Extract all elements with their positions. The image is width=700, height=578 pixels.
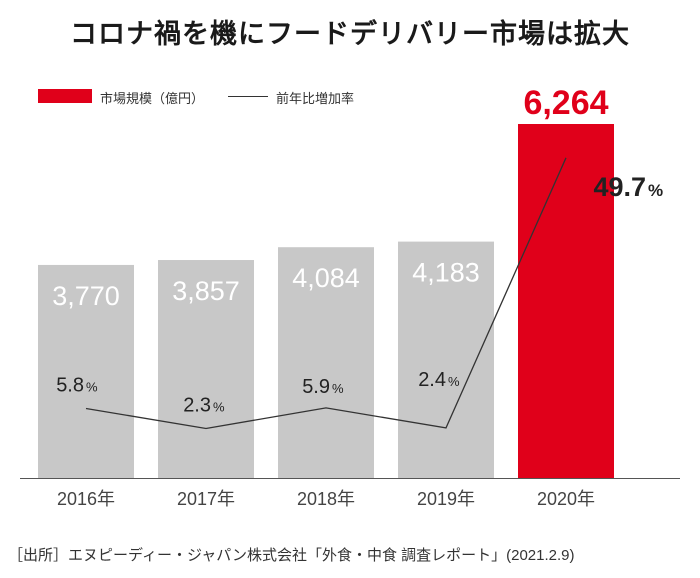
bar-value-label: 3,770 [52, 281, 120, 311]
bar-value-label: 4,183 [412, 258, 480, 288]
growth-rate-unit: % [86, 379, 98, 394]
bar-2019年 [398, 241, 494, 478]
growth-rate-label: 5.8 [56, 374, 84, 396]
growth-rate-unit: % [213, 399, 225, 414]
growth-rate-unit: % [648, 181, 663, 200]
growth-rate-label: 2.4 [418, 369, 446, 391]
bar-2017年 [158, 260, 254, 478]
bar-2020年 [518, 124, 614, 478]
growth-rate-line [85, 157, 567, 430]
source-note: ［出所］エヌピーディー・ジャパン株式会社「外食・中食 調査レポート」(2021.… [8, 547, 575, 564]
legend-line-growth-rate [228, 96, 268, 97]
bar-value-label: 4,084 [292, 263, 360, 293]
bar-value-label: 3,857 [172, 276, 240, 306]
x-tick-label: 2016年 [57, 489, 115, 509]
bar-2018年 [278, 247, 374, 478]
x-tick-label: 2020年 [537, 489, 595, 509]
legend-label-growth-rate: 前年比増加率 [276, 91, 355, 106]
x-tick-label: 2017年 [177, 489, 235, 509]
legend-swatch-market-size [38, 89, 92, 103]
growth-rate-unit: % [332, 381, 344, 396]
bar-value-label: 6,264 [523, 84, 608, 122]
growth-rate-label: 5.9 [302, 376, 330, 398]
chart-title: コロナ禍を機にフードデリバリー市場は拡大 [70, 19, 630, 49]
growth-rate-unit: % [448, 374, 460, 389]
x-tick-label: 2018年 [297, 489, 355, 509]
growth-rate-label: 49.7 [593, 172, 646, 202]
bar-2016年 [38, 264, 134, 478]
growth-rate-label: 2.3 [183, 394, 211, 416]
legend-label-market-size: 市場規模（億円） [100, 91, 205, 106]
x-tick-label: 2019年 [417, 489, 475, 509]
